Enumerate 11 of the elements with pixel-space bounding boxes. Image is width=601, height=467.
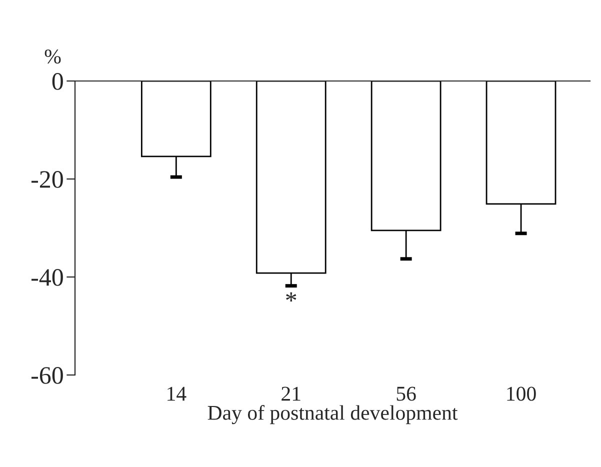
x-tick-label: 21 <box>282 386 300 401</box>
x-tick-label: 14 <box>168 386 186 401</box>
x-tick-label: 100 <box>507 386 536 401</box>
y-tick-label: -20 <box>31 171 63 188</box>
y-axis-title: % <box>44 49 61 64</box>
y-tick-label: -60 <box>31 367 63 384</box>
x-tick-label: 56 <box>396 386 416 401</box>
annotation: * <box>286 292 296 302</box>
y-tick-label: 0 <box>52 73 63 90</box>
y-tick-label: -40 <box>31 269 63 286</box>
x-axis-title: Day of postnatal development <box>208 405 458 424</box>
